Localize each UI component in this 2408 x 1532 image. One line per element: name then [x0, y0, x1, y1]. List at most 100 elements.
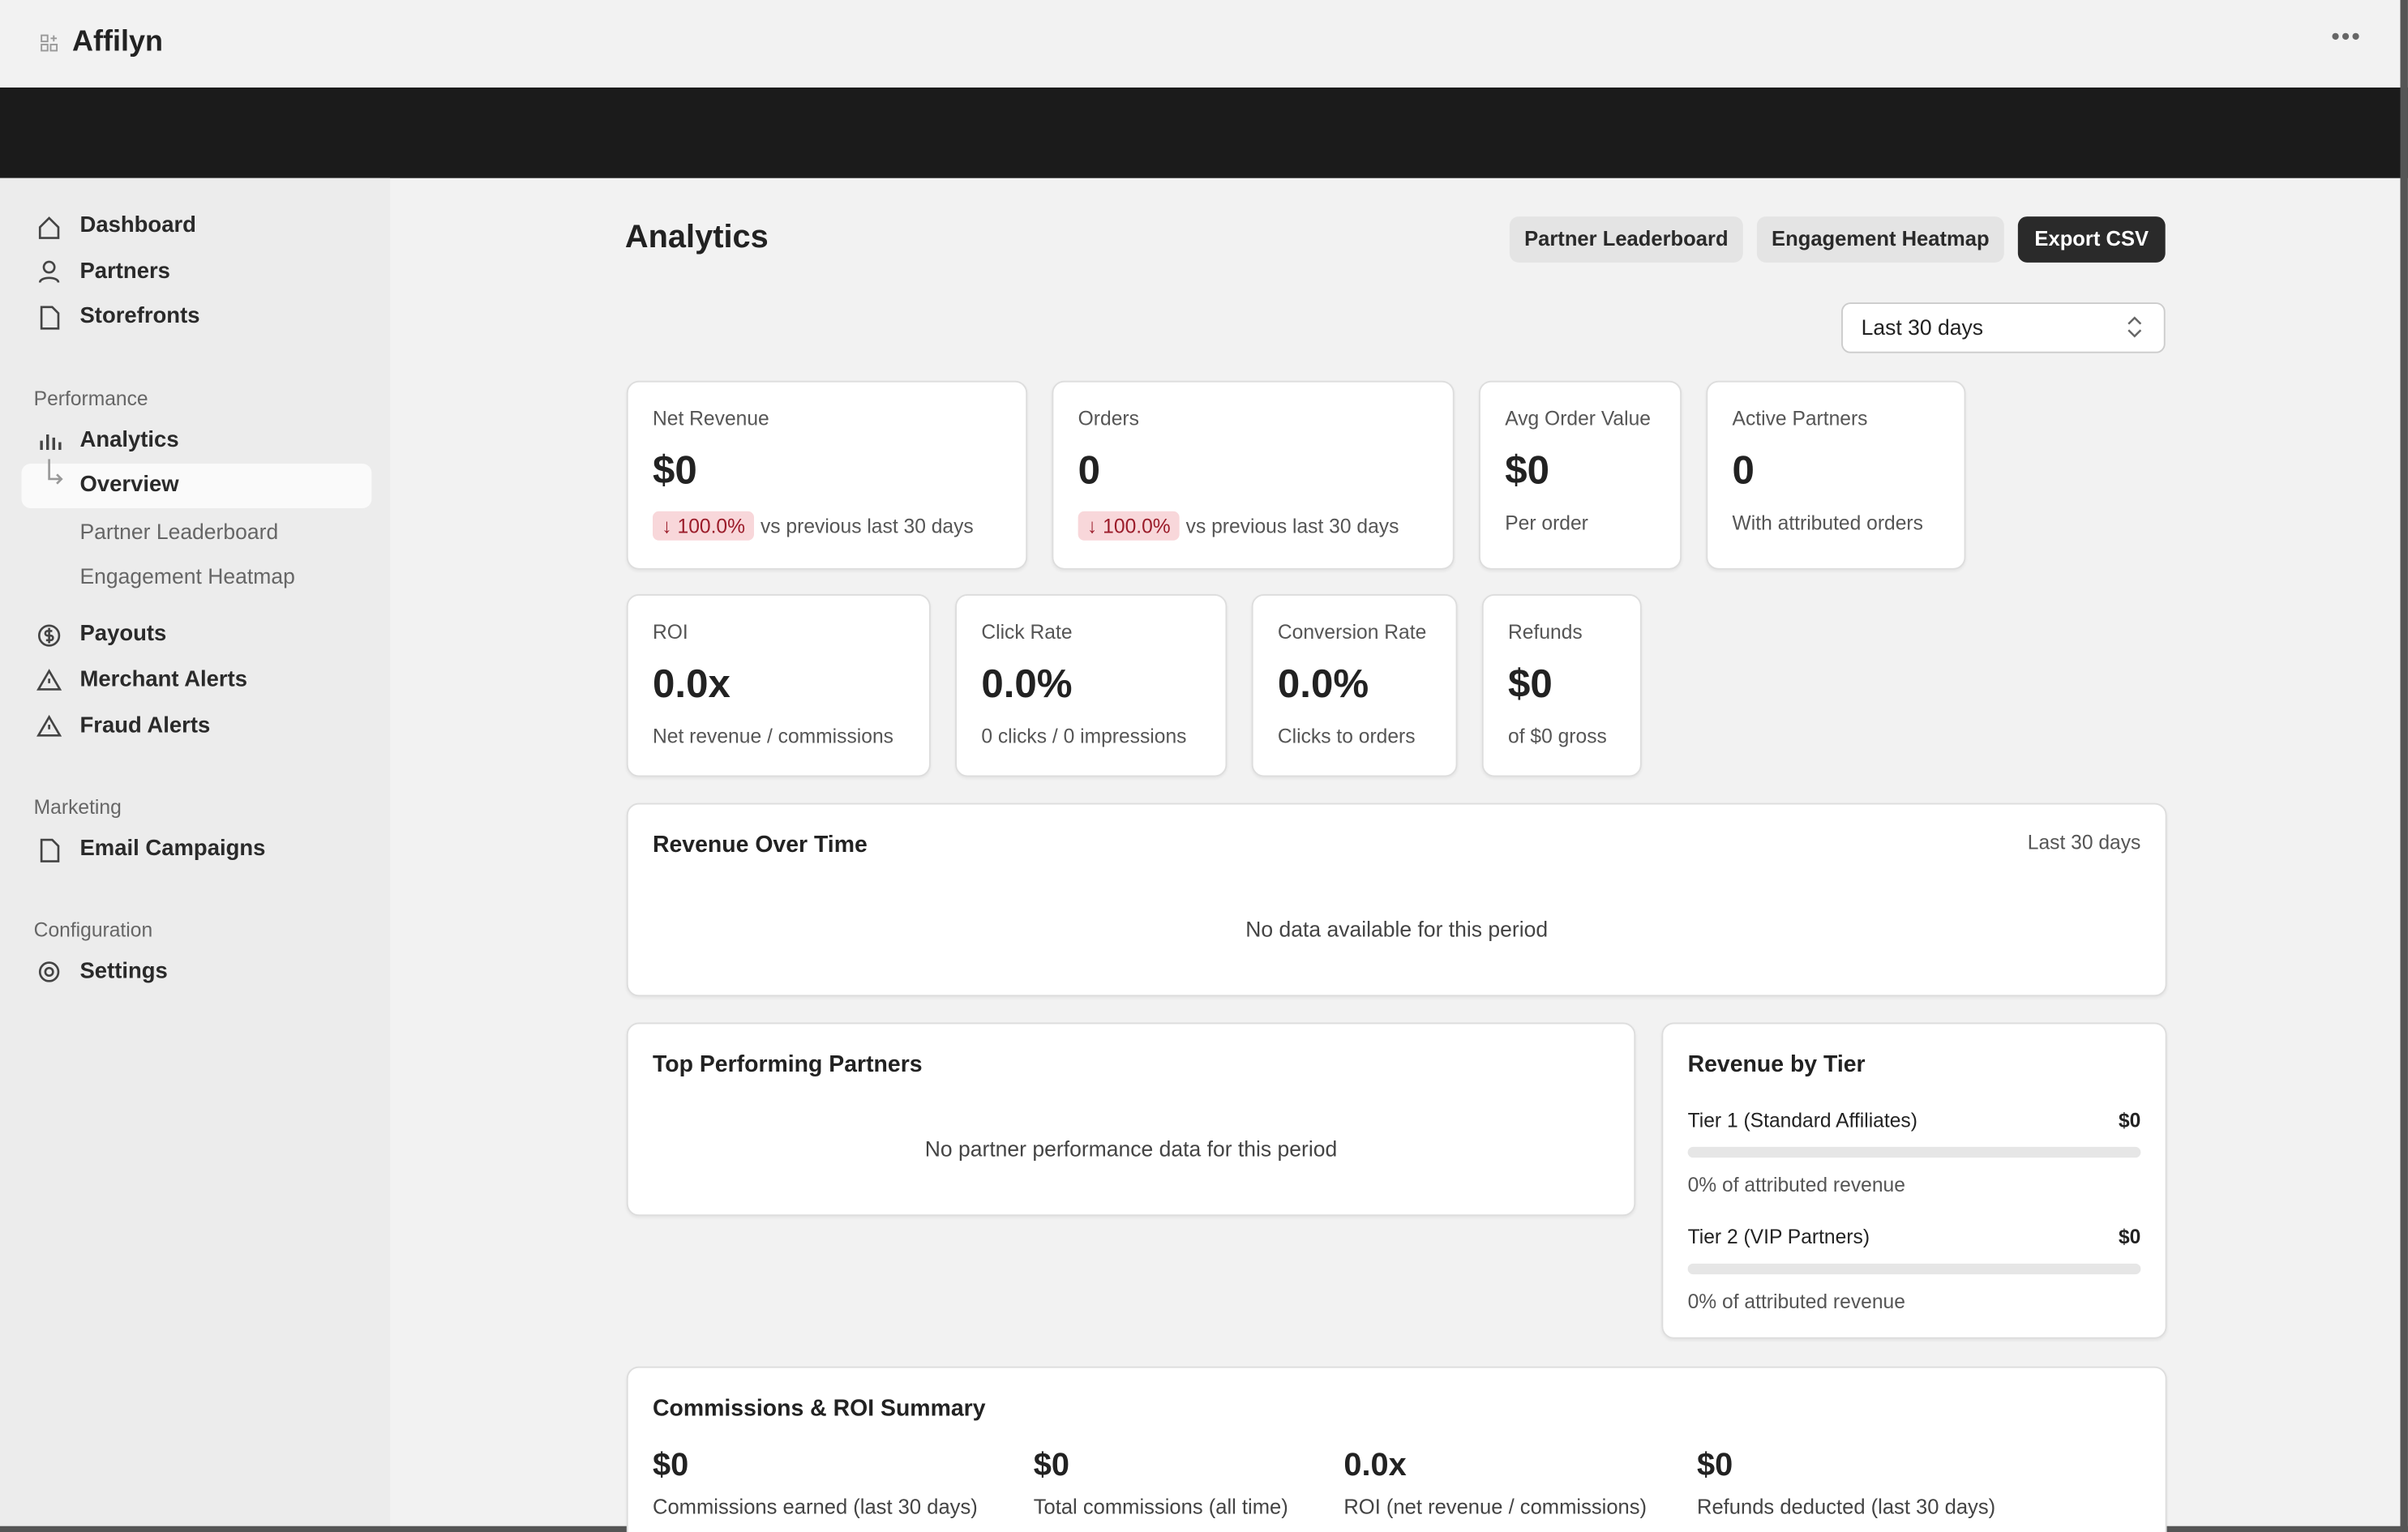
- button[interactable]: Partner Leaderboard: [1509, 216, 1743, 263]
- more-menu[interactable]: •••: [2331, 24, 2362, 51]
- page-title: Analytics: [624, 219, 769, 255]
- panel: Commissions & ROI Summary $0 Commissions …: [626, 1366, 2167, 1532]
- tier-note: 0% of attributed revenue: [1687, 1290, 1905, 1313]
- button[interactable]: Engagement Heatmap: [1756, 216, 2004, 263]
- summary-label: Commissions earned (last 30 days): [652, 1495, 978, 1519]
- kpi-note-text: Per order: [1505, 511, 1588, 535]
- kpi-card: ROI 0.0x Net revenue / commissions: [626, 594, 931, 777]
- kpi-card: Net Revenue $0 ↓ 100.0% vs previous last 30…: [626, 380, 1028, 570]
- nav-item[interactable]: Partner Leaderboard: [79, 519, 279, 544]
- tier-value: $0: [2118, 1225, 2141, 1248]
- kpi-note-text: Net revenue / commissions: [652, 725, 893, 748]
- brand-icon: [41, 34, 58, 52]
- panel-title: Commissions & ROI Summary: [652, 1395, 986, 1422]
- panel: Revenue Over Time Last 30 days No data a…: [626, 802, 2167, 997]
- kpi-note: of $0 gross: [1508, 725, 1607, 747]
- nav-section: Configuration: [33, 918, 153, 942]
- nav-item[interactable]: Storefronts: [79, 304, 200, 329]
- nav-item[interactable]: Payouts: [79, 622, 167, 647]
- empty-state: No data available for this period: [1245, 916, 1549, 942]
- nav-section: Marketing: [33, 795, 122, 819]
- kpi-note: ↓ 100.0% vs previous last 30 days: [1078, 511, 1399, 541]
- kpi-label: ROI: [652, 620, 688, 644]
- kpi-note: ↓ 100.0% vs previous last 30 days: [652, 511, 974, 541]
- kpi-note-text: 0 clicks / 0 impressions: [981, 725, 1187, 748]
- kpi-value: 0.0%: [981, 660, 1073, 707]
- nav-item[interactable]: Fraud Alerts: [79, 713, 211, 739]
- kpi-card: Click Rate 0.0% 0 clicks / 0 impressions: [955, 594, 1228, 777]
- kpi-label: Orders: [1078, 406, 1139, 430]
- kpi-note-text: of $0 gross: [1508, 725, 1607, 748]
- kpi-note: 0 clicks / 0 impressions: [981, 725, 1186, 747]
- kpi-label: Conversion Rate: [1277, 620, 1427, 644]
- kpi-label: Avg Order Value: [1505, 406, 1651, 430]
- kpi-label: Net Revenue: [652, 406, 769, 430]
- select-arrows: [2127, 316, 2142, 338]
- nav-item[interactable]: Engagement Heatmap: [79, 563, 295, 588]
- nav-item[interactable]: Email Campaigns: [79, 837, 266, 862]
- nav-active-bg: [21, 464, 372, 508]
- kpi-value: 0.0x: [652, 660, 731, 707]
- tier-track: [1687, 1146, 2141, 1158]
- nav-item[interactable]: Partners: [79, 259, 170, 285]
- kpi-label: Click Rate: [981, 620, 1073, 644]
- tier-name: Tier 1 (Standard Affiliates): [1687, 1108, 1917, 1132]
- summary-value: $0: [1696, 1448, 1733, 1483]
- panel-title: Top Performing Partners: [652, 1051, 923, 1078]
- kpi-note-text: vs previous last 30 days: [1185, 514, 1399, 537]
- summary-label: ROI (net revenue / commissions): [1343, 1495, 1647, 1519]
- kpi-label: Active Partners: [1732, 406, 1868, 430]
- kpi-value: $0: [652, 447, 697, 494]
- kpi-note: Clicks to orders: [1278, 725, 1416, 747]
- nav-section: Performance: [33, 387, 148, 410]
- nav-item[interactable]: Settings: [79, 959, 168, 985]
- kpi-note-text: Clicks to orders: [1277, 725, 1416, 748]
- summary-value: $0: [1033, 1448, 1069, 1483]
- kpi-note: With attributed orders: [1733, 511, 1923, 534]
- kpi-value: $0: [1505, 447, 1549, 494]
- kpi-card: Conversion Rate 0.0% Clicks to orders: [1251, 594, 1458, 777]
- range-value: Last 30 days: [1861, 315, 1984, 340]
- nav-icons: [36, 216, 63, 982]
- sidebar: [0, 178, 391, 1532]
- panel-title: Revenue Over Time: [652, 832, 868, 858]
- tier-name: Tier 2 (VIP Partners): [1687, 1225, 1870, 1248]
- summary-value: $0: [652, 1448, 689, 1483]
- nav-item[interactable]: Overview: [79, 473, 179, 498]
- kpi-value: 0.0%: [1277, 660, 1369, 707]
- kpi-card: Avg Order Value $0 Per order: [1479, 380, 1682, 570]
- panel: Revenue by Tier Tier 1 (Standard Affilia…: [1661, 1022, 2167, 1339]
- tier-track: [1687, 1263, 2141, 1275]
- panel: Top Performing Partners No partner perfo…: [626, 1022, 1636, 1217]
- kpi-value: $0: [1508, 660, 1553, 707]
- tier-value: $0: [2118, 1108, 2141, 1132]
- kpi-note: Net revenue / commissions: [653, 725, 893, 747]
- panel-title: Revenue by Tier: [1687, 1051, 1866, 1078]
- range-select[interactable]: [1841, 302, 2166, 353]
- button[interactable]: Export CSV: [2017, 216, 2166, 263]
- change-badge: ↓ 100.0%: [652, 511, 755, 541]
- banner: [0, 87, 2408, 178]
- empty-state: No partner performance data for this per…: [924, 1136, 1338, 1161]
- kpi-note-text: vs previous last 30 days: [760, 514, 974, 537]
- nav-item[interactable]: Analytics: [79, 428, 179, 453]
- brand: Affilyn: [72, 26, 163, 58]
- tier-note: 0% of attributed revenue: [1687, 1173, 1905, 1196]
- summary-value: 0.0x: [1343, 1448, 1407, 1483]
- change-badge: ↓ 100.0%: [1078, 511, 1180, 541]
- nav-item[interactable]: Merchant Alerts: [79, 667, 248, 693]
- kpi-value: 0: [1732, 447, 1755, 494]
- kpi-value: 0: [1078, 447, 1101, 494]
- nav-item[interactable]: Dashboard: [79, 213, 196, 238]
- panel-period: Last 30 days: [2027, 830, 2141, 854]
- window-edge: [2400, 0, 2408, 1532]
- kpi-card: Active Partners 0 With attributed orders: [1706, 380, 1966, 570]
- kpi-card: Orders 0 ↓ 100.0% vs previous last 30 days: [1052, 380, 1455, 570]
- kpi-label: Refunds: [1508, 620, 1583, 644]
- summary-label: Total commissions (all time): [1033, 1495, 1288, 1519]
- kpi-card: Refunds $0 of $0 gross: [1481, 594, 1642, 777]
- summary-label: Refunds deducted (last 30 days): [1696, 1495, 1996, 1519]
- kpi-note: Per order: [1505, 511, 1588, 534]
